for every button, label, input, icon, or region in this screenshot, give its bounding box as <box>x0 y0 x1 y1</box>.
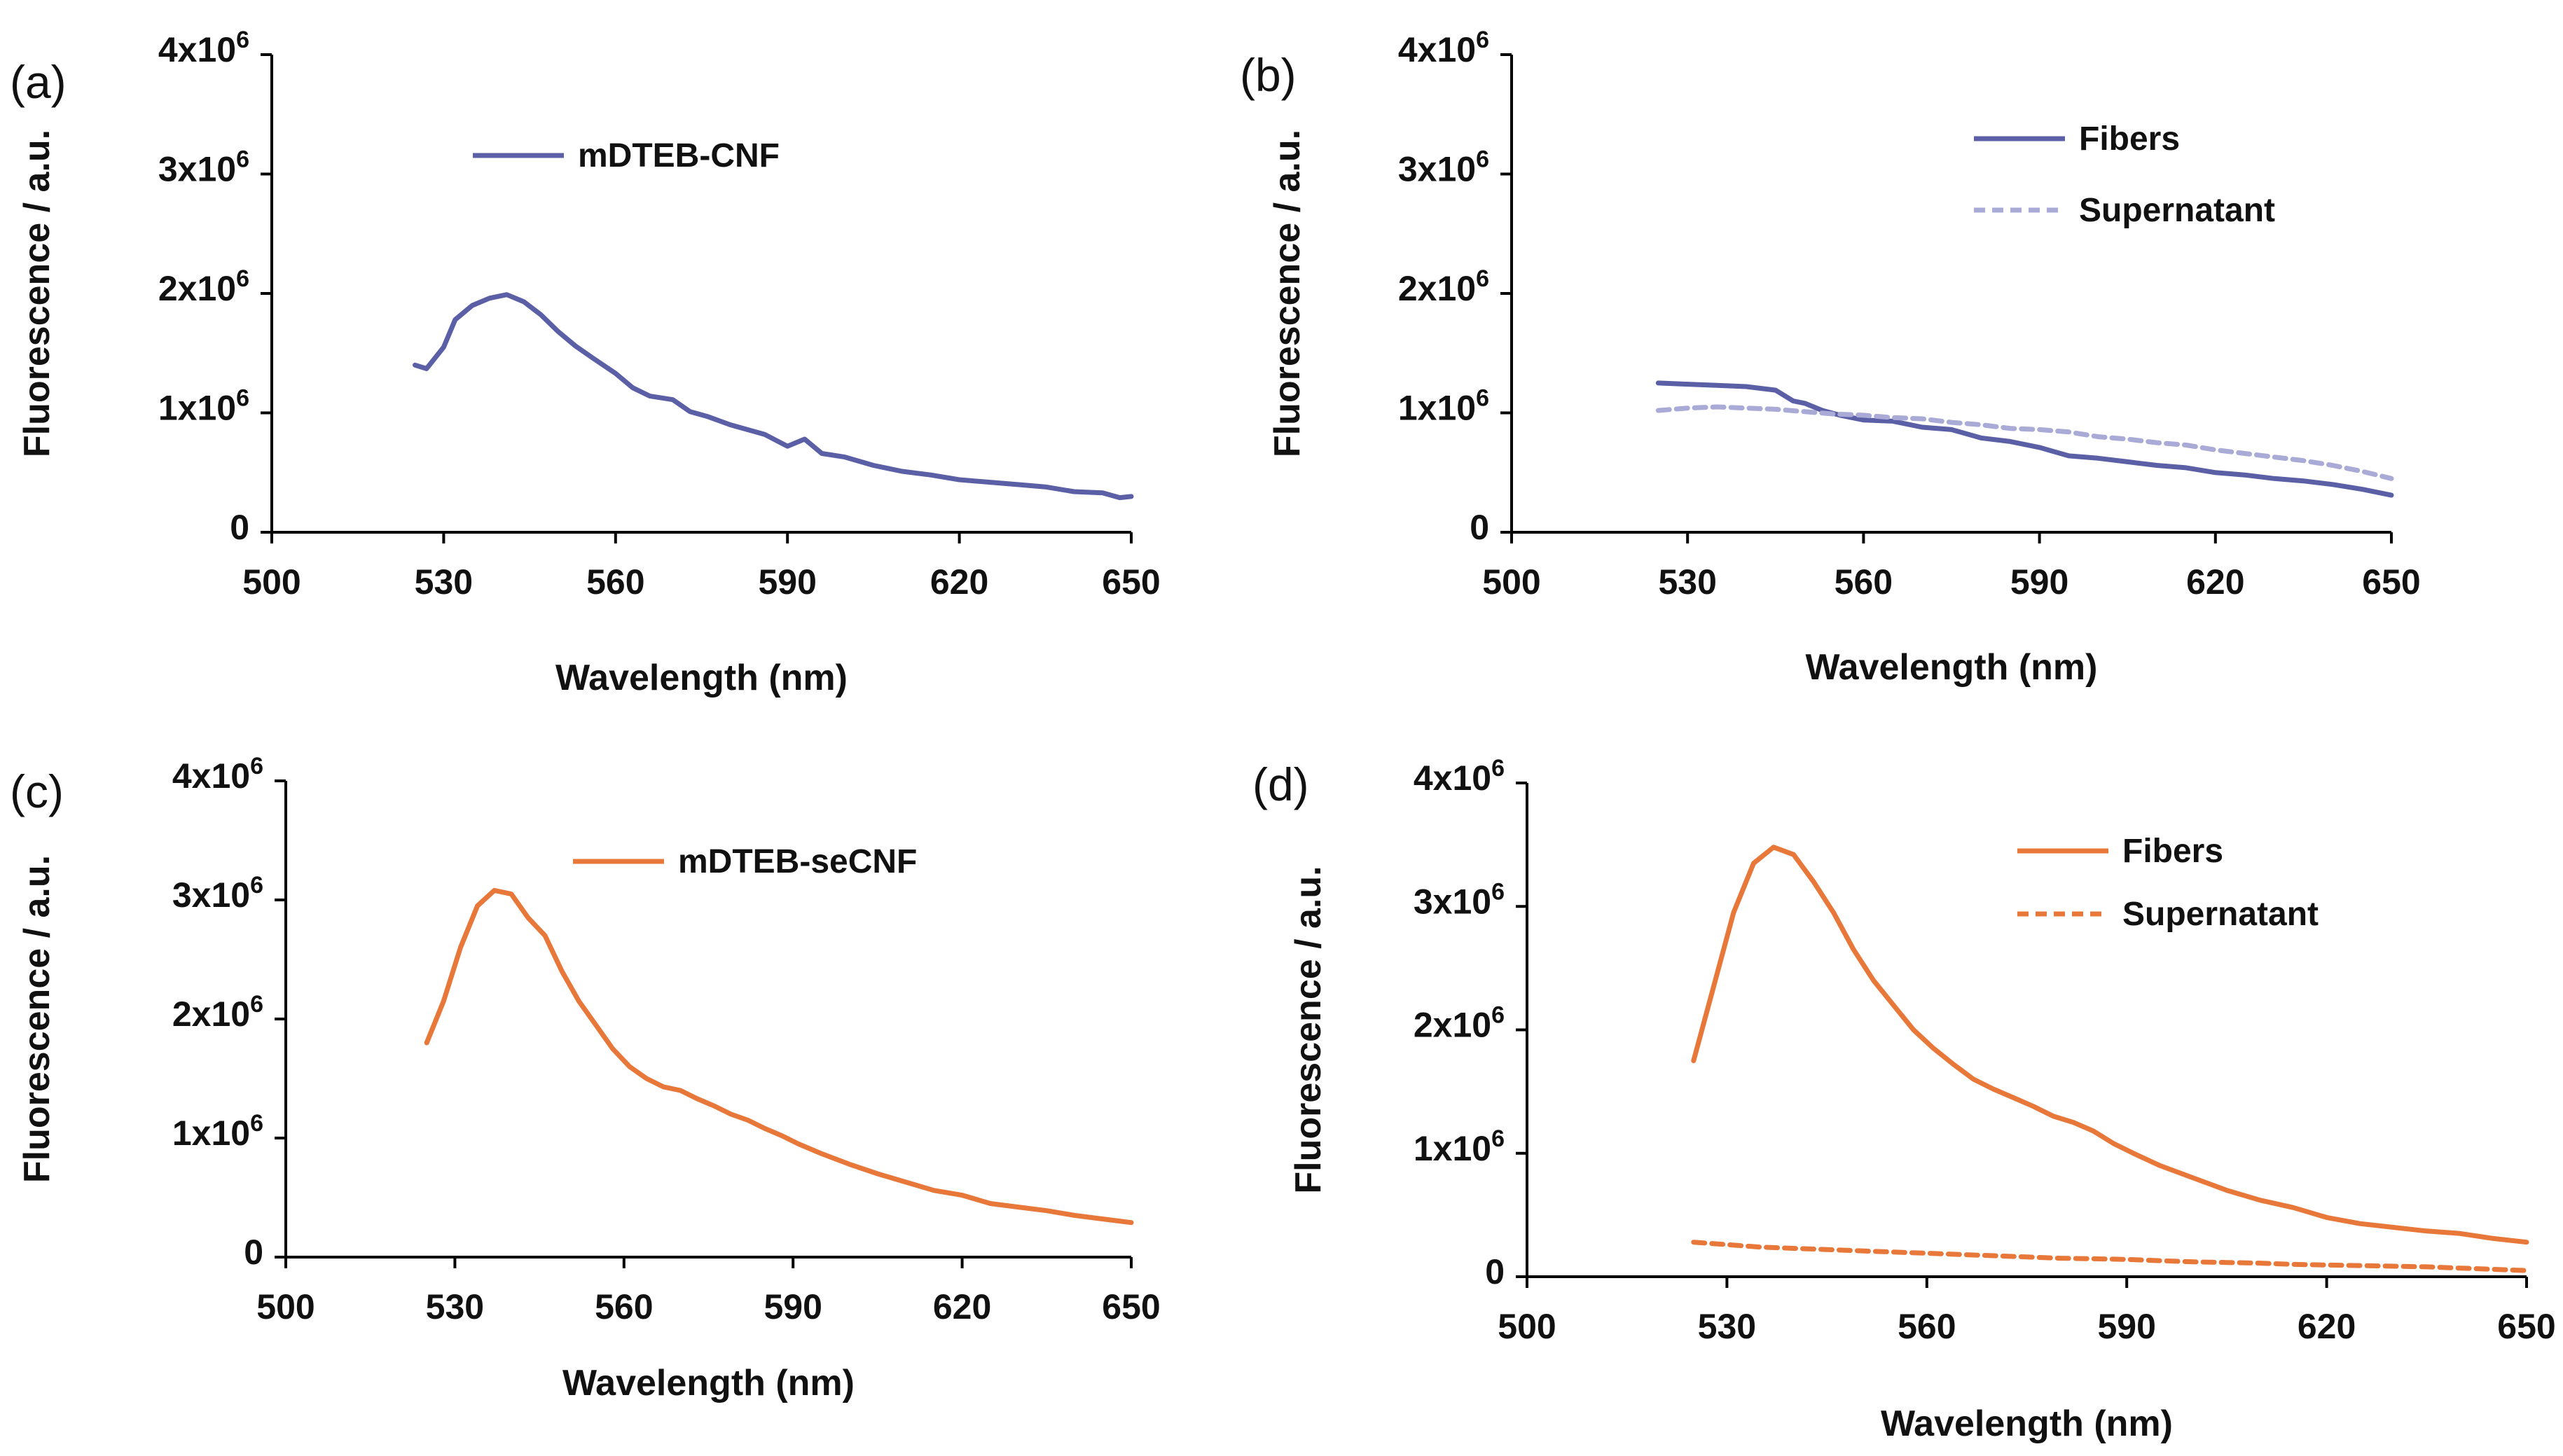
x-tick-label: 530 <box>426 1287 484 1326</box>
y-tick-label: 2x106 <box>1414 1002 1505 1045</box>
panel-label: (a) <box>10 56 67 108</box>
y-axis-title: Fluorescence / a.u. <box>17 130 57 457</box>
y-tick-label: 1x106 <box>1414 1125 1505 1168</box>
x-tick-label: 560 <box>586 562 644 602</box>
legend-label: Supernatant <box>2079 192 2275 229</box>
x-tick-label: 530 <box>1658 562 1716 602</box>
x-axis-title: Wavelength (nm) <box>555 658 848 698</box>
x-tick-label: 620 <box>933 1287 991 1326</box>
legend-label: Fibers <box>2079 120 2180 158</box>
y-tick-label: 3x106 <box>172 872 263 915</box>
series-line-supernatant <box>1691 1240 2529 1273</box>
y-tick-label: 0 <box>230 508 249 547</box>
y-tick-label: 4x106 <box>172 753 263 796</box>
legend-label: Fibers <box>2122 833 2223 870</box>
y-tick-label: 4x106 <box>1398 27 1489 69</box>
chart-panel-a: (a) 0 1x106 2x106 3x106 4x106 500 530 560 590 620 6… <box>10 27 1161 698</box>
panel-label: (c) <box>10 765 64 817</box>
x-tick-label: 560 <box>595 1287 653 1326</box>
x-tick-label: 590 <box>2010 562 2068 602</box>
y-tick-label: 4x106 <box>1414 755 1505 798</box>
y-tick-label: 1x106 <box>1398 385 1489 428</box>
y-tick-label: 0 <box>1470 508 1489 547</box>
x-tick-label: 560 <box>1898 1307 1956 1346</box>
x-tick-label: 500 <box>1498 1307 1556 1346</box>
x-axis-title: Wavelength (nm) <box>562 1363 855 1403</box>
y-tick-label: 2x106 <box>1398 265 1489 308</box>
series-line-supernatant <box>1655 404 2394 481</box>
x-tick-label: 500 <box>256 1287 315 1326</box>
x-tick-label: 590 <box>2097 1307 2155 1346</box>
x-tick-label: 620 <box>930 562 988 602</box>
y-tick-label: 4x106 <box>158 27 249 69</box>
x-tick-label: 560 <box>1835 562 1893 602</box>
x-tick-label: 500 <box>1482 562 1540 602</box>
series-line-mdteb-cnf <box>413 292 1134 501</box>
x-tick-label: 650 <box>2497 1307 2555 1346</box>
x-tick-label: 650 <box>1102 562 1160 602</box>
x-tick-label: 650 <box>2362 562 2420 602</box>
y-tick-label: 1x106 <box>158 385 249 428</box>
chart-panel-b: (b) 0 1x106 2x106 3x106 4x106 500 530 560 590 620 6… <box>1240 27 2421 688</box>
x-tick-label: 620 <box>2186 562 2244 602</box>
chart-panel-d: (d) 0 1x106 2x106 3x106 4x106 500 530 560 590 620 6… <box>1252 755 2556 1444</box>
x-tick-label: 500 <box>242 562 300 602</box>
x-tick-label: 590 <box>758 562 816 602</box>
series-line-mdteb-secnf <box>424 887 1134 1226</box>
y-axis-title: Fluorescence / a.u. <box>1267 130 1308 457</box>
x-axis-title: Wavelength (nm) <box>1806 647 2098 688</box>
series-line-fibers <box>1655 380 2394 498</box>
y-tick-label: 2x106 <box>172 991 263 1034</box>
y-axis-title: Fluorescence / a.u. <box>1288 866 1329 1193</box>
legend-label: mDTEB-seCNF <box>678 843 917 880</box>
y-tick-label: 3x106 <box>158 146 249 189</box>
x-tick-label: 530 <box>415 562 473 602</box>
x-tick-label: 590 <box>764 1287 822 1326</box>
panel-label: (b) <box>1240 49 1297 101</box>
chart-panel-c: (c) 0 1x106 2x106 3x106 4x106 500 530 560 590 620 6… <box>10 753 1161 1403</box>
y-axis-title: Fluorescence / a.u. <box>17 855 57 1183</box>
legend-label: mDTEB-CNF <box>578 137 780 174</box>
y-tick-label: 3x106 <box>1414 878 1505 921</box>
legend-label: Supernatant <box>2122 896 2319 933</box>
y-tick-label: 0 <box>244 1233 263 1272</box>
y-tick-label: 2x106 <box>158 265 249 308</box>
x-axis-title: Wavelength (nm) <box>1881 1403 2173 1444</box>
panel-label: (d) <box>1252 758 1309 810</box>
y-tick-label: 3x106 <box>1398 146 1489 189</box>
x-tick-label: 620 <box>2298 1307 2356 1346</box>
y-tick-label: 1x106 <box>172 1110 263 1153</box>
x-tick-label: 650 <box>1102 1287 1160 1326</box>
x-tick-label: 530 <box>1698 1307 1756 1346</box>
y-tick-label: 0 <box>1485 1252 1505 1291</box>
series-line-fibers <box>1691 845 2529 1245</box>
